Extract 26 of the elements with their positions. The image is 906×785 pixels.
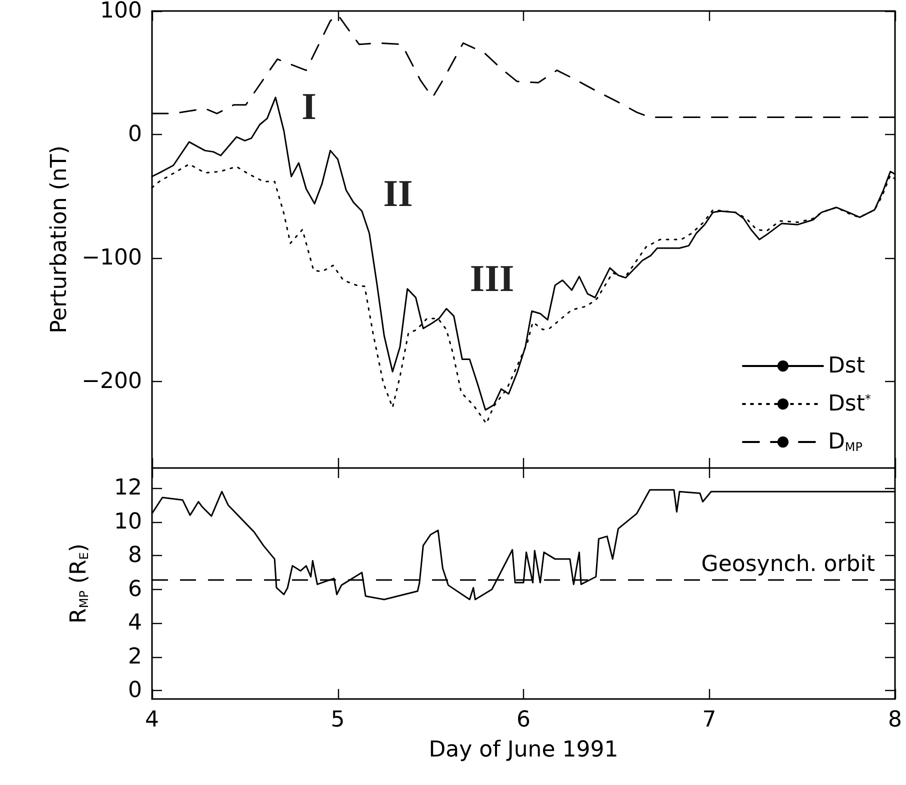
y-axis-title: Perturbation (nT) <box>47 146 72 334</box>
y-tick-label: 12 <box>114 476 142 501</box>
legend-label: Dst <box>828 354 866 378</box>
y-tick-label: −100 <box>82 246 142 271</box>
y-tick-label: 8 <box>128 543 142 568</box>
legend-label: Dst* <box>828 392 871 416</box>
y-tick-label: 0 <box>128 678 142 704</box>
y-tick-label: 10 <box>114 509 142 534</box>
y-tick-label: 2 <box>128 644 142 670</box>
x-tick-label: 7 <box>702 708 716 732</box>
annotation: I <box>302 86 316 128</box>
x-tick-label: 6 <box>516 708 530 732</box>
x-tick-label: 5 <box>330 708 345 732</box>
y-tick-label: 4 <box>128 610 142 636</box>
y-tick-label: 6 <box>128 576 142 602</box>
y-tick-label: 0 <box>128 122 142 148</box>
annotation: III <box>470 258 514 300</box>
y-axis-title: RMP (RE) <box>66 544 92 624</box>
annotation: II <box>383 173 413 215</box>
legend-label: DMP <box>828 430 863 454</box>
y-tick-label: −200 <box>82 369 142 394</box>
y-tick-label: 100 <box>100 0 142 24</box>
x-tick-label: 8 <box>888 708 902 732</box>
x-axis-title: Day of June 1991 <box>428 738 618 762</box>
x-tick-label: 4 <box>145 708 159 732</box>
ref-line-label: Geosynch. orbit <box>701 552 876 577</box>
